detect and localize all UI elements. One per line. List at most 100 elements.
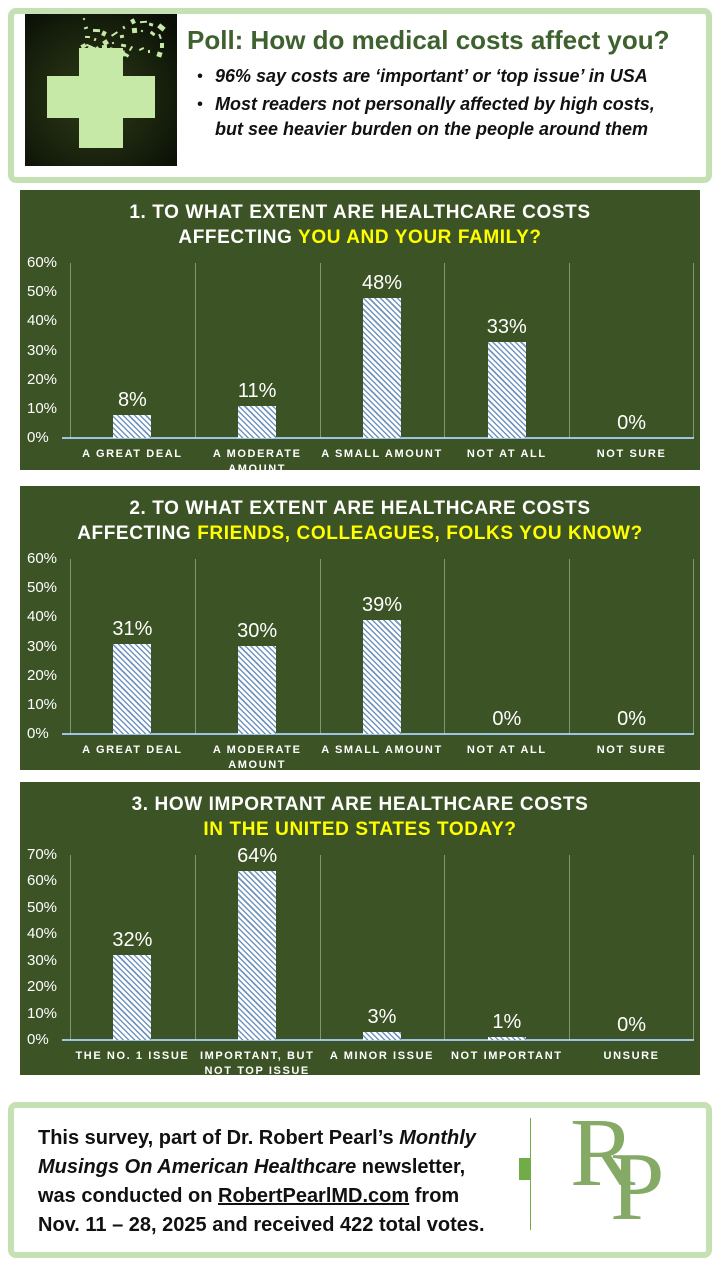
- chart-title: 3. HOW IMPORTANT ARE HEALTHCARE COSTS IN …: [20, 782, 700, 842]
- grid-line: [194, 559, 196, 734]
- bar: [238, 646, 277, 734]
- cross-particle: [138, 46, 145, 52]
- grid-line: [194, 855, 196, 1040]
- bar-value-label: 8%: [117, 389, 147, 411]
- y-axis-tick: 40%: [27, 312, 58, 330]
- cross-particle: [131, 27, 138, 34]
- bar: [113, 955, 152, 1040]
- bar: [238, 871, 277, 1040]
- y-axis-tick: 60%: [27, 254, 58, 271]
- cross-particle: [83, 26, 88, 30]
- header-text-block: Poll: How do medical costs affect you? 9…: [187, 24, 707, 145]
- category-label: A SMALL AMOUNT: [321, 448, 443, 460]
- grid-line: [319, 559, 321, 734]
- cross-particle: [147, 49, 151, 54]
- bar: [363, 620, 401, 734]
- bar: [113, 415, 152, 438]
- chart-title-highlight: YOU AND YOUR FAMILY?: [298, 227, 542, 248]
- y-axis-tick: 20%: [27, 370, 58, 388]
- chart-title-highlight: IN THE UNITED STATES TODAY?: [203, 819, 517, 840]
- y-axis-tick: 0%: [27, 429, 49, 446]
- x-axis-line: [62, 437, 694, 439]
- bar-value-label: 0%: [617, 708, 647, 730]
- footer-section: This survey, part of Dr. Robert Pearl’s …: [8, 1102, 712, 1258]
- bar: [363, 1032, 401, 1040]
- monogram-letter-r: R: [570, 1099, 636, 1207]
- bar-value-label: 11%: [237, 380, 277, 402]
- survey-text-segment: Monthly: [399, 1127, 476, 1149]
- category-label: UNSURE: [603, 1050, 660, 1062]
- plot-region: 31% 30% 39% 0% 0%: [70, 559, 694, 734]
- grid-line: [693, 855, 694, 1040]
- charts-container: 1. TO WHAT EXTENT ARE HEALTHCARE COSTS AF…: [0, 190, 720, 1077]
- category-label: A GREAT DEAL: [82, 448, 183, 460]
- monogram-letter-p: P: [610, 1133, 665, 1241]
- y-axis-tick: 30%: [27, 341, 58, 359]
- grid-line: [444, 559, 446, 734]
- cross-particle: [115, 50, 126, 58]
- chart-plot-area: 60% 50% 40% 30% 20% 10% 0% 31% 30% 39% 0% 0%: [20, 550, 700, 742]
- summary-bullet-item: Most readers not personally affected by …: [193, 92, 685, 142]
- plot-region: 32% 64% 3% 1% 0%: [70, 845, 694, 1040]
- footer-divider-line: [530, 1118, 531, 1230]
- grid-line: [70, 263, 71, 438]
- category-label: A MINOR ISSUE: [329, 1050, 435, 1062]
- grid-line: [693, 559, 694, 734]
- robertpearlmd-link[interactable]: RobertPearlMD.com: [218, 1185, 410, 1207]
- cross-particle: [122, 25, 126, 30]
- cross-particle: [82, 17, 86, 21]
- cross-particle: [157, 23, 166, 32]
- chart-panel-1: 1. TO WHAT EXTENT ARE HEALTHCARE COSTS AF…: [20, 190, 700, 475]
- bar-value-label: 64%: [237, 845, 278, 867]
- chart-title-line1: 3. HOW IMPORTANT ARE HEALTHCARE COSTS: [131, 794, 589, 815]
- y-axis-tick: 30%: [27, 637, 58, 655]
- cross-particle: [149, 30, 156, 37]
- cross-particle: [120, 43, 127, 48]
- grid-line: [569, 263, 571, 438]
- bar: [487, 1037, 526, 1040]
- cross-particle: [130, 18, 136, 25]
- grid-line: [693, 263, 694, 438]
- chart-title: 2. TO WHAT EXTENT ARE HEALTHCARE COSTS AF…: [20, 486, 700, 546]
- cross-particle: [93, 37, 97, 42]
- bar: [363, 298, 401, 438]
- x-axis-line: [62, 1039, 694, 1041]
- x-axis-line: [62, 733, 694, 735]
- chart-title-line1: 1. TO WHAT EXTENT ARE HEALTHCARE COSTS: [129, 202, 591, 223]
- medical-cross-icon: [25, 14, 177, 166]
- header-section: Poll: How do medical costs affect you? 9…: [8, 8, 712, 183]
- cross-particle: [101, 44, 108, 50]
- cross-particle: [92, 28, 100, 33]
- bar-value-label: 31%: [112, 618, 153, 640]
- grid-line: [194, 263, 196, 438]
- chart-plot-area: 70% 60% 50% 40% 30% 20% 10% 0% 32% 64% 3% 1% 0%: [20, 845, 700, 1048]
- bar: [487, 342, 526, 438]
- bar-value-label: 33%: [486, 316, 527, 338]
- y-axis-tick: 40%: [27, 925, 58, 943]
- category-label: IMPORTANT, BUT NOT TOP ISSUE: [199, 1050, 315, 1077]
- y-axis-tick: 60%: [27, 550, 58, 567]
- survey-text-segment: newsletter,: [356, 1156, 466, 1178]
- category-label: A MODERATE AMOUNT: [212, 448, 302, 475]
- category-label: NOT AT ALL: [466, 744, 547, 756]
- cross-particle: [111, 41, 115, 45]
- category-label: NOT AT ALL: [466, 448, 547, 460]
- y-axis-tick: 60%: [27, 872, 58, 890]
- y-axis-tick: 30%: [27, 951, 58, 969]
- cross-particle: [159, 42, 164, 48]
- survey-text-segment: Nov. 11 – 28, 2025 and received 422 tota…: [38, 1214, 485, 1236]
- category-axis: A GREAT DEAL A MODERATE AMOUNT A SMALL AMO…: [70, 743, 694, 773]
- category-label: NOT IMPORTANT: [450, 1050, 563, 1062]
- survey-text-segment: Musings On American Healthcare: [38, 1156, 357, 1178]
- bar: [113, 644, 152, 734]
- grid-line: [319, 855, 321, 1040]
- y-axis-tick: 10%: [27, 1004, 58, 1022]
- grid-line: [569, 559, 571, 734]
- cross-particle: [101, 30, 107, 37]
- cross-particle: [128, 45, 134, 51]
- bar-value-label: 32%: [112, 929, 153, 951]
- bar-value-label: 39%: [361, 594, 403, 616]
- page-title: Poll: How do medical costs affect you?: [187, 25, 670, 55]
- bar-value-label: 0%: [617, 412, 647, 434]
